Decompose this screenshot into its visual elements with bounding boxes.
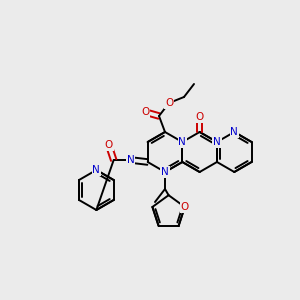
- Text: N: N: [230, 127, 238, 137]
- Text: N: N: [178, 137, 186, 147]
- Text: N: N: [127, 155, 135, 165]
- Text: O: O: [196, 112, 204, 122]
- Text: O: O: [141, 107, 149, 117]
- Text: O: O: [181, 202, 189, 212]
- Text: O: O: [105, 140, 113, 150]
- Text: N: N: [213, 137, 221, 147]
- Text: N: N: [92, 165, 100, 175]
- Text: N: N: [161, 167, 169, 177]
- Text: O: O: [165, 98, 173, 108]
